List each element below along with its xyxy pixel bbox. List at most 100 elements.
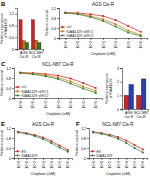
point <box>114 25 116 27</box>
tick-mark <box>57 38 59 39</box>
plot-area <box>64 11 142 37</box>
tick: 0 <box>117 108 122 112</box>
point <box>77 13 79 15</box>
tick: 1 <box>117 94 122 98</box>
legend-swatch <box>15 91 20 92</box>
tick-label: 10^5 <box>82 101 86 109</box>
y-axis-label: Relative survival <box>75 130 79 156</box>
tick-mark <box>143 158 144 160</box>
legend: ctrlKIAA1429 shR#1KIAA1429 shR#2 <box>60 25 93 37</box>
line <box>93 132 143 150</box>
point <box>50 140 52 142</box>
tick-mark <box>15 26 17 27</box>
panel-letter: E <box>1 121 5 127</box>
axis-line <box>120 69 123 110</box>
tick: 1.2 <box>81 127 89 131</box>
point <box>82 87 84 89</box>
point <box>77 13 79 15</box>
tick-label: 2 <box>117 80 119 84</box>
tick-label: 0.8 <box>6 137 11 141</box>
tick: 1.2 <box>51 7 59 11</box>
tick-mark <box>103 38 104 40</box>
axis-line <box>60 39 148 41</box>
tick: 10^2 <box>89 38 93 48</box>
title: NCL-N87 Cis-R <box>102 122 134 127</box>
point <box>127 31 129 33</box>
tick-mark <box>15 14 17 15</box>
tick: 0.4 <box>6 87 14 91</box>
tick-label-line: Cis-R <box>19 55 28 59</box>
legend-marker <box>16 86 18 88</box>
tick: AGSCis-R <box>19 49 28 59</box>
legend-label: KIAA1429 <box>22 154 38 158</box>
tick-label: 0.4 <box>51 27 56 31</box>
legend-marker <box>91 150 93 152</box>
tick-label: 0.8 <box>51 17 56 21</box>
tick-label: 10^5 <box>58 161 62 169</box>
tick-label: 10^2 <box>108 161 112 169</box>
tick: 10^0 <box>64 38 68 48</box>
legend-label: KIAA1429 shR#2 <box>22 94 49 98</box>
axis-line <box>57 9 60 39</box>
point <box>142 151 144 153</box>
tick: 0.8 <box>6 137 14 141</box>
panel-letter: F <box>76 121 80 127</box>
line <box>20 73 95 93</box>
bar <box>26 43 29 49</box>
y-axis: 00.40.81.2 <box>6 67 14 101</box>
point <box>17 131 19 133</box>
tick-mark <box>90 38 91 40</box>
x-axis: 10^010^110^210^310^410^510^6 <box>15 158 73 168</box>
tick-mark <box>12 148 14 149</box>
line <box>20 73 95 91</box>
y-axis-label: Relative expressionof KIAA1429 <box>0 13 8 44</box>
legend: ctrlKIAA1429 shR#1KIAA1429 shR#2 <box>15 85 48 97</box>
point <box>89 15 91 17</box>
tick-mark <box>128 38 129 40</box>
line <box>65 13 140 35</box>
tick: 10^5 <box>133 158 137 168</box>
x-axis: AGSCis-RNCL-N87Cis-R <box>123 109 149 119</box>
point <box>117 138 119 140</box>
tick: 0.4 <box>51 27 59 31</box>
point <box>19 72 21 74</box>
point <box>92 131 94 133</box>
legend-swatch <box>15 155 20 156</box>
tick-mark <box>93 158 94 160</box>
tick: 10^2 <box>108 158 112 168</box>
tick: 10^3 <box>57 98 61 108</box>
point <box>89 16 91 18</box>
tick: 10^1 <box>100 158 104 168</box>
legend-marker <box>61 34 63 36</box>
point <box>133 144 135 146</box>
legend-swatch <box>15 95 20 96</box>
point <box>109 134 111 136</box>
tick: 0.4 <box>9 36 17 40</box>
point <box>133 147 135 149</box>
tick-mark <box>33 98 34 100</box>
point <box>42 138 44 140</box>
legend-entry: KIAA1429 <box>15 154 37 158</box>
tick-mark <box>12 98 14 99</box>
tick: 0 <box>54 37 59 41</box>
legend-swatch <box>60 31 65 32</box>
tick-label: 10^6 <box>94 101 98 109</box>
tick-mark <box>60 158 61 160</box>
tick-label: 1.2 <box>81 127 86 131</box>
tick: 10^3 <box>42 158 46 168</box>
plot-area <box>17 131 69 153</box>
bar <box>31 20 34 49</box>
legend-swatch <box>90 155 95 156</box>
panel: 00.40.81.210^010^110^210^310^410^510^6ct… <box>0 62 103 117</box>
bar <box>124 95 129 109</box>
tick-label: 10^3 <box>42 161 46 169</box>
point <box>95 90 97 92</box>
legend-marker <box>91 154 93 156</box>
tick-mark <box>58 98 59 100</box>
legend-marker <box>61 30 63 32</box>
tick-label: 10^3 <box>57 101 61 109</box>
axis-line <box>15 99 103 101</box>
tick-label: 10^5 <box>127 41 131 49</box>
legend-label: KIAA1429 shR#2 <box>67 34 94 38</box>
tick: 0.8 <box>81 137 89 141</box>
